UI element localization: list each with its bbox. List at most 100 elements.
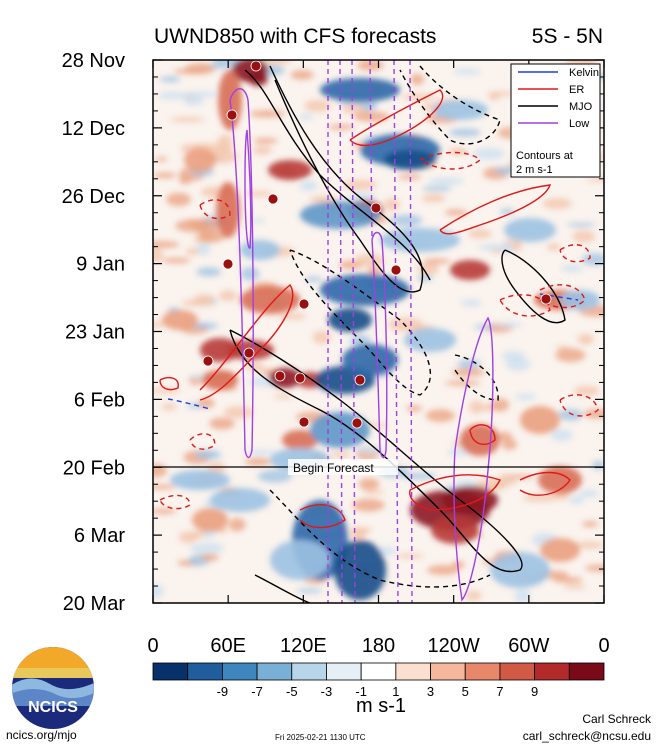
contour-line [167, 398, 211, 410]
shade-cell [453, 68, 482, 75]
legend-note-line2: 2 m s-1 [516, 164, 553, 176]
shade-cell [550, 429, 573, 442]
colorbar-swatch [187, 662, 223, 681]
shade-cell [170, 116, 204, 123]
x-tick-label: 60E [210, 635, 246, 657]
shade-feature [320, 78, 400, 102]
shade-cell [547, 243, 561, 251]
shade-cell [198, 398, 215, 409]
shade-cell [515, 393, 536, 400]
contour-line [453, 316, 494, 602]
contour-line [408, 474, 501, 511]
shade-cell [304, 99, 331, 112]
colorbar-swatch [499, 662, 536, 681]
storm-marker [202, 355, 214, 367]
shade-cell [153, 172, 177, 179]
shade-feature [170, 470, 230, 490]
shade-cell [473, 324, 497, 330]
y-tick-label: 9 Jan [76, 254, 125, 276]
shade-feature [192, 508, 228, 532]
shade-cell [478, 243, 510, 251]
contour-line [499, 294, 551, 317]
x-axis: 0 60E 120E 180 120W 60W 0 [147, 60, 610, 657]
legend-label: Kelvin [569, 67, 599, 79]
colorbar-swatch [534, 662, 570, 681]
shade-cell [352, 498, 385, 512]
shade-cell [240, 266, 260, 281]
shade-cell [502, 351, 526, 362]
contour-line [269, 489, 491, 588]
shade-cell [153, 484, 176, 490]
contour-line [439, 184, 552, 235]
timestamp: Fri 2025-02-21 1130 UTC [275, 733, 366, 742]
shade-cell [178, 176, 192, 185]
storm-marker [540, 293, 552, 305]
forecast-label-bg [288, 459, 398, 475]
contour-line [419, 151, 482, 170]
colorbar-label: 5 [462, 684, 469, 699]
y-tick-label: 26 Dec [62, 186, 125, 208]
storm-markers [202, 60, 552, 429]
shade-cell [397, 174, 422, 180]
colorbar-label: 3 [427, 684, 434, 699]
colorbar-label: 7 [496, 684, 503, 699]
shade-cell [354, 253, 384, 268]
shade-cell [465, 590, 482, 601]
shade-feature [328, 308, 372, 332]
shade-cell [257, 60, 291, 65]
shade-cell [166, 192, 191, 207]
x-tick-label: 120W [428, 635, 480, 657]
shade-feature [380, 228, 460, 252]
author-email[interactable]: carl_schreck@ncsu.edu [522, 729, 651, 743]
shade-cell [153, 241, 180, 249]
y-tick-label: 20 Mar [63, 593, 126, 615]
shade-feature [320, 274, 410, 306]
wave-filter-contours [159, 60, 599, 603]
logo-text: NCICS [28, 699, 78, 716]
shade-cell [244, 457, 272, 466]
shade-cell [486, 478, 518, 486]
shade-cell [585, 564, 604, 572]
shade-cell [574, 385, 600, 396]
colorbar-swatch [326, 662, 362, 681]
storm-marker [298, 416, 310, 428]
shade-cell [158, 91, 190, 100]
org-url[interactable]: ncics.org/mjo [6, 728, 77, 742]
colorbar-label: 9 [531, 684, 538, 699]
shade-cell [245, 191, 273, 197]
shade-cell [473, 148, 505, 160]
shade-cell [153, 584, 164, 599]
legend-note-line1: Contours at [516, 150, 573, 162]
colorbar: -9 -7 -5 -3 -1 1 3 5 7 9 [152, 662, 605, 699]
y-tick-label: 20 Feb [63, 457, 125, 479]
shade-cell [491, 398, 510, 412]
contour-line [349, 89, 444, 147]
shade-cell [461, 299, 482, 307]
contour-line [159, 376, 179, 391]
shade-feature [520, 406, 560, 434]
contour-line [469, 424, 496, 446]
colorbar-swatch [395, 662, 431, 681]
shade-cell [217, 134, 233, 148]
shade-cell [555, 348, 586, 363]
shade-cell [383, 198, 400, 212]
shade-feature [342, 344, 398, 376]
colorbar-swatch [152, 662, 189, 681]
y-tick-label: 23 Jan [65, 322, 125, 344]
y-tick-label: 6 Feb [74, 389, 125, 411]
shade-cell [153, 464, 167, 478]
colorbar-swatch [568, 662, 605, 681]
colorbar-swatch [256, 662, 293, 681]
shade-cell [428, 177, 464, 185]
contour-line [199, 283, 294, 401]
colorbar-swatch [430, 662, 466, 681]
legend-box [510, 63, 601, 178]
colorbar-swatch [291, 662, 327, 681]
shade-cell [359, 98, 378, 111]
shade-cell [497, 432, 513, 441]
shade-feature [210, 488, 270, 512]
contour-line [454, 354, 499, 401]
shade-cell [468, 228, 492, 239]
legend-label: ER [569, 84, 584, 96]
contour-line [159, 494, 191, 510]
